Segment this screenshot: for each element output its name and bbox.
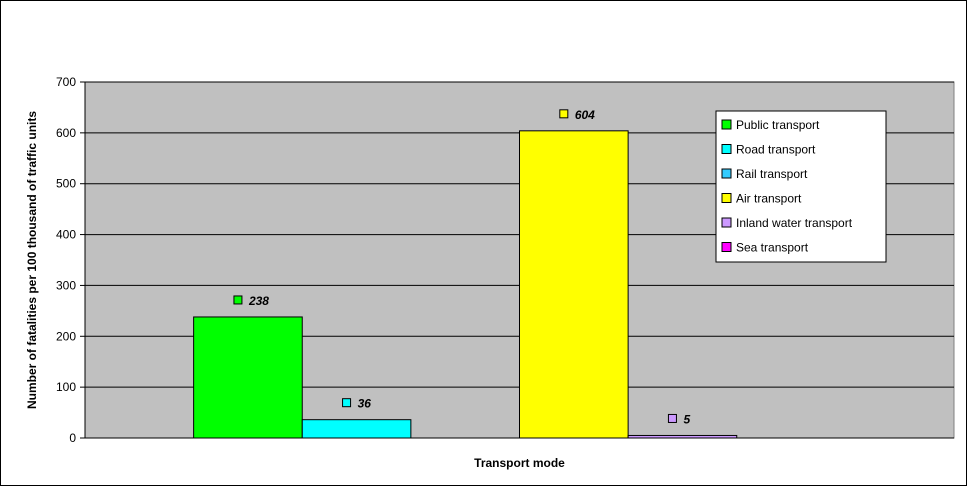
y-tick-label: 600: [56, 126, 76, 140]
legend-label: Sea transport: [736, 241, 809, 255]
data-label-key: [342, 398, 352, 408]
legend-label: Public transport: [736, 118, 820, 132]
legend-label: Inland water transport: [736, 216, 853, 230]
legend-swatch: [721, 144, 732, 154]
data-label: 604: [575, 108, 595, 122]
data-label: 238: [248, 294, 269, 308]
y-tick-label: 0: [69, 431, 76, 445]
y-axis-ticks: 0 100 200 300 400 500 600 700: [56, 75, 76, 445]
bar-road-transport: [301, 419, 412, 439]
legend-swatch: [721, 217, 732, 228]
legend-swatch: [721, 193, 732, 203]
y-tick-label: 200: [56, 329, 76, 343]
data-label: 5: [683, 412, 690, 426]
y-axis-title: Number of fatalities per 100 thousand of…: [25, 111, 39, 409]
y-tick-label: 400: [56, 228, 76, 242]
data-label-key: [233, 295, 243, 305]
y-tick-label: 500: [56, 177, 76, 191]
bar-public-transport: [193, 316, 303, 439]
x-axis-title: Transport mode: [474, 456, 565, 470]
y-tick-label: 100: [56, 380, 76, 394]
legend-swatch: [721, 119, 732, 130]
bar-air-transport: [519, 130, 629, 439]
legend-swatch: [721, 168, 732, 179]
data-label: 36: [358, 397, 372, 411]
legend-label: Road transport: [736, 143, 816, 157]
legend-box: [715, 110, 887, 263]
data-label-key: [559, 109, 569, 119]
legend-swatch: [721, 242, 732, 252]
legend-label: Air transport: [736, 192, 802, 206]
y-tick-label: 700: [56, 75, 76, 89]
legend: Public transport Road transport Rail trans…: [715, 110, 887, 263]
axes: [80, 81, 954, 439]
y-tick-label: 300: [56, 278, 76, 292]
data-label-key: [667, 413, 677, 423]
data-labels: 238 36 604 5: [233, 108, 690, 426]
legend-label: Rail transport: [736, 167, 808, 181]
